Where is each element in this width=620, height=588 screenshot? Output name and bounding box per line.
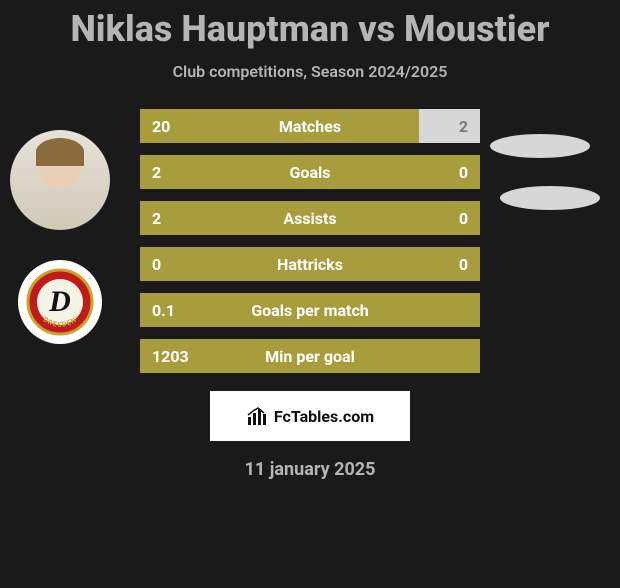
stat-label: Goals per match	[140, 301, 480, 320]
brand-logo-icon	[246, 405, 268, 427]
stat-label: Min per goal	[140, 347, 480, 366]
stat-right-value: 2	[459, 117, 468, 136]
stat-left-value: 20	[152, 117, 170, 136]
stat-right-value: 0	[459, 163, 468, 182]
subtitle: Club competitions, Season 2024/2025	[0, 62, 620, 81]
stat-left-value: 0	[152, 255, 161, 274]
stat-left-value: 0.1	[152, 301, 175, 320]
dresden-crest-icon: D DRESDEN	[25, 267, 95, 337]
stat-row: 2 0Goals	[140, 155, 480, 189]
stat-label: Goals	[140, 163, 480, 182]
stat-row: 0 0Hattricks	[140, 247, 480, 281]
brand-label: FcTables.com	[274, 407, 374, 426]
stat-left-value: 1203	[152, 347, 189, 366]
stat-row: 1203Min per goal	[140, 339, 480, 373]
date-label: 11 january 2025	[0, 459, 620, 480]
stat-label: Assists	[140, 209, 480, 228]
stat-right-ratio: 2	[419, 109, 480, 143]
brand-badge[interactable]: FcTables.com	[210, 391, 410, 441]
decorative-ellipse-1	[490, 134, 590, 158]
player1-avatar	[10, 130, 110, 230]
player2-crest: D DRESDEN	[18, 260, 102, 344]
stat-left-value: 2	[152, 209, 161, 228]
player1-avatar-wrap	[10, 130, 120, 230]
stat-row: 2 0Assists	[140, 201, 480, 235]
svg-text:D: D	[48, 285, 71, 318]
stat-right-value: 0	[459, 209, 468, 228]
player2-avatar-wrap: D DRESDEN	[10, 260, 120, 344]
stat-label: Hattricks	[140, 255, 480, 274]
decorative-ellipse-2	[500, 186, 600, 210]
stat-right-value: 0	[459, 255, 468, 274]
page-title: Niklas Hauptman vs Moustier	[0, 8, 620, 50]
stat-row: 220Matches	[140, 109, 480, 143]
stat-row: 0.1Goals per match	[140, 293, 480, 327]
stat-left-value: 2	[152, 163, 161, 182]
